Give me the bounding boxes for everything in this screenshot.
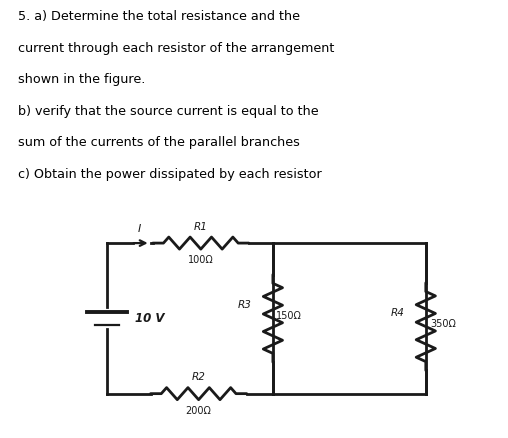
Text: shown in the figure.: shown in the figure.: [18, 73, 145, 86]
Text: sum of the currents of the parallel branches: sum of the currents of the parallel bran…: [18, 137, 300, 149]
Text: I: I: [138, 223, 141, 233]
Text: R3: R3: [238, 300, 252, 310]
Text: 200Ω: 200Ω: [186, 406, 211, 416]
Text: 350Ω: 350Ω: [430, 319, 456, 329]
Text: 150Ω: 150Ω: [276, 311, 302, 321]
Text: R1: R1: [194, 222, 208, 232]
Text: R4: R4: [391, 308, 405, 318]
Text: 100Ω: 100Ω: [188, 255, 214, 265]
Text: b) verify that the source current is equal to the: b) verify that the source current is equ…: [18, 105, 319, 118]
Text: c) Obtain the power dissipated by each resistor: c) Obtain the power dissipated by each r…: [18, 168, 322, 181]
Text: R2: R2: [192, 372, 206, 382]
Text: 5. a) Determine the total resistance and the: 5. a) Determine the total resistance and…: [18, 10, 300, 23]
Text: current through each resistor of the arrangement: current through each resistor of the arr…: [18, 42, 334, 55]
Text: 10 V: 10 V: [135, 312, 165, 325]
